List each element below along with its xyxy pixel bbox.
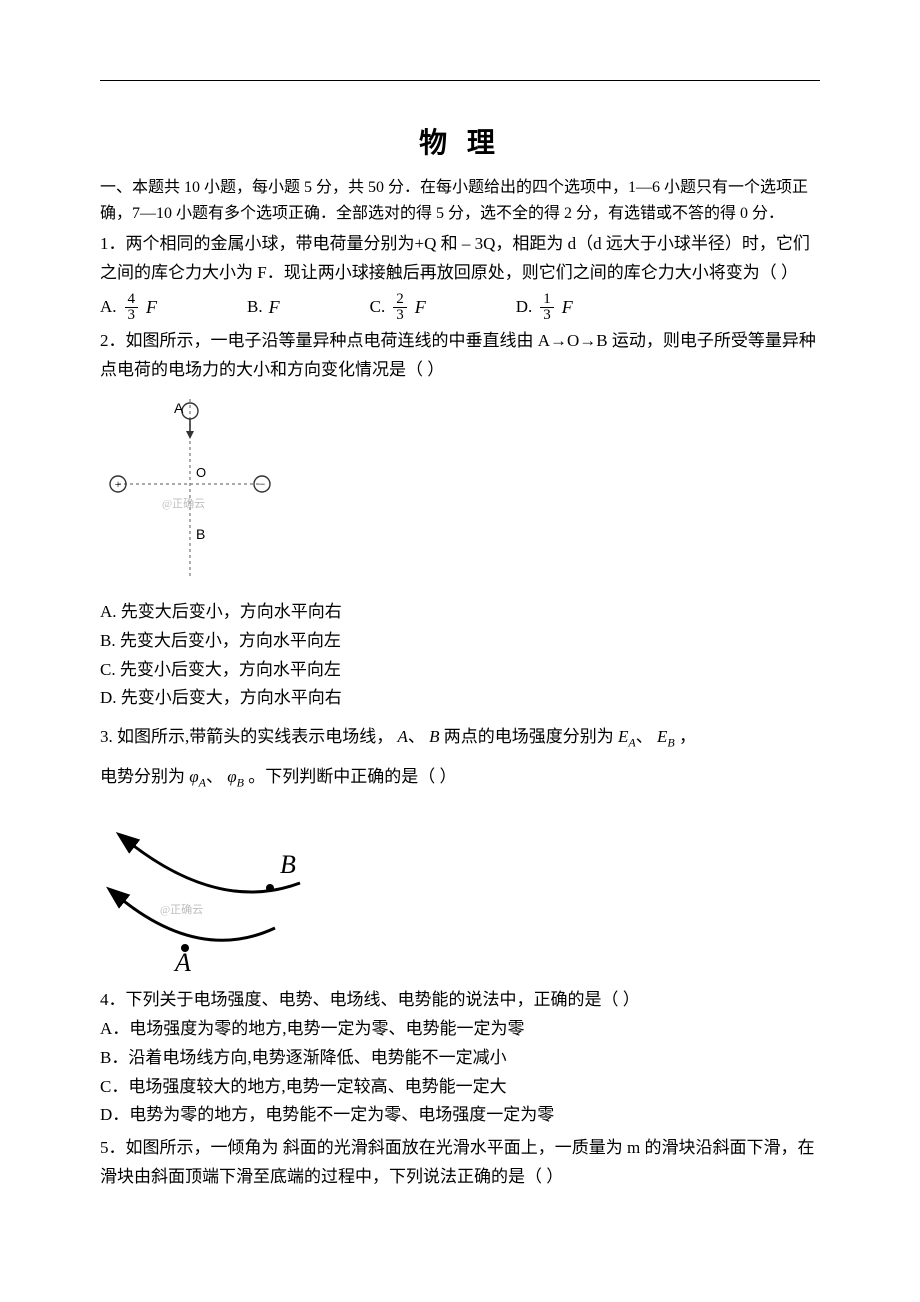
q1-opt-c: C. 2 3 F bbox=[370, 292, 426, 323]
q2-opt-c: C. 先变小后变大，方向水平向左 bbox=[100, 656, 820, 685]
q1-opt-a-frac: 4 3 bbox=[125, 292, 139, 323]
q3-stem: 3. 如图所示,带箭头的实线表示电场线， A、 B 两点的电场强度分别为 EA、… bbox=[100, 723, 820, 753]
q4-opt-a: A．电场强度为零的地方,电势一定为零、电势能一定为零 bbox=[100, 1015, 820, 1044]
q2-options: A. 先变大后变小，方向水平向右 B. 先变大后变小，方向水平向左 C. 先变小… bbox=[100, 598, 820, 714]
q5-stem: 5．如图所示，一倾角为 斜面的光滑斜面放在光滑水平面上，一质量为 m 的滑块沿斜… bbox=[100, 1134, 820, 1192]
q2-label-b: B bbox=[196, 526, 205, 542]
q1-opt-b-label: B. bbox=[247, 297, 263, 317]
top-rule bbox=[100, 80, 820, 81]
q1-opt-c-frac: 2 3 bbox=[393, 292, 407, 323]
q1-options: A. 4 3 F B. F C. 2 3 F D. 1 3 F bbox=[100, 292, 820, 323]
q3-line2-pre: 电势分别为 bbox=[100, 767, 185, 786]
q1-opt-d-tail: F bbox=[562, 297, 573, 318]
q3-diagram: B A @正确云 bbox=[100, 813, 820, 978]
q3-line2-end: 。下列判断中正确的是（ ） bbox=[248, 767, 456, 786]
q3-watermark: @正确云 bbox=[160, 903, 203, 916]
q3-EB: EB bbox=[657, 727, 675, 746]
q4-stem: 4．下列关于电场强度、电势、电场线、电势能的说法中，正确的是（ ） bbox=[100, 986, 820, 1015]
q1-opt-a: A. 4 3 F bbox=[100, 292, 157, 323]
q3-stem-mid: 两点的电场强度分别为 bbox=[444, 727, 618, 746]
q4-opt-c: C．电场强度较大的地方,电势一定较高、电势能一定大 bbox=[100, 1073, 820, 1102]
q1-opt-a-tail: F bbox=[146, 297, 157, 318]
q4-options: A．电场强度为零的地方,电势一定为零、电势能一定为零 B．沿着电场线方向,电势逐… bbox=[100, 1015, 820, 1131]
q3-stem-pre: 3. 如图所示,带箭头的实线表示电场线， bbox=[100, 727, 393, 746]
q3-stem-line2: 电势分别为 φA、 φB 。下列判断中正确的是（ ） bbox=[100, 763, 820, 793]
q2-label-o: O bbox=[196, 465, 206, 480]
q2-opt-d: D. 先变小后变大，方向水平向右 bbox=[100, 684, 820, 713]
q1-opt-a-label: A. bbox=[100, 297, 117, 317]
q1-opt-d-label: D. bbox=[516, 297, 533, 317]
q1-opt-c-label: C. bbox=[370, 297, 386, 317]
q2-plus-icon: + bbox=[115, 477, 122, 491]
q4-opt-d: D．电势为零的地方，电势能不一定为零、电场强度一定为零 bbox=[100, 1101, 820, 1130]
q3-stem-end: ， bbox=[679, 727, 696, 746]
q3-label-A: A bbox=[398, 727, 408, 746]
q3-diagram-B: B bbox=[280, 850, 296, 879]
q3-EA: EA bbox=[618, 727, 636, 746]
q3-phiB: φB bbox=[227, 767, 244, 786]
q3-phiA: φA bbox=[189, 767, 206, 786]
q4-opt-b: B．沿着电场线方向,电势逐渐降低、电势能不一定减小 bbox=[100, 1044, 820, 1073]
q1-opt-d-frac: 1 3 bbox=[540, 292, 554, 323]
q1-stem: 1．两个相同的金属小球，带电荷量分别为+Q 和 – 3Q，相距为 d（d 远大于… bbox=[100, 230, 820, 288]
q1-opt-d: D. 1 3 F bbox=[516, 292, 573, 323]
q3-diagram-A: A bbox=[173, 948, 191, 973]
q1-opt-b-text: F bbox=[269, 297, 280, 318]
q1-opt-c-tail: F bbox=[415, 297, 426, 318]
q2-opt-b: B. 先变大后变小，方向水平向左 bbox=[100, 627, 820, 656]
q2-opt-a: A. 先变大后变小，方向水平向右 bbox=[100, 598, 820, 627]
q2-watermark: @正确云 bbox=[162, 497, 205, 510]
page-title: 物 理 bbox=[100, 121, 820, 161]
q2-diagram: + − A O B @正确云 bbox=[100, 389, 820, 594]
q2-minus-icon: − bbox=[259, 477, 266, 491]
q2-stem: 2．如图所示，一电子沿等量异种点电荷连线的中垂直线由 A→O→B 运动，则电子所… bbox=[100, 327, 820, 385]
q1-opt-b: B. F bbox=[247, 297, 280, 318]
instructions: 一、本题共 10 小题，每小题 5 分，共 50 分．在每小题给出的四个选项中，… bbox=[100, 175, 820, 226]
q2-label-a: A bbox=[174, 400, 184, 416]
q3-label-B: B bbox=[429, 727, 439, 746]
